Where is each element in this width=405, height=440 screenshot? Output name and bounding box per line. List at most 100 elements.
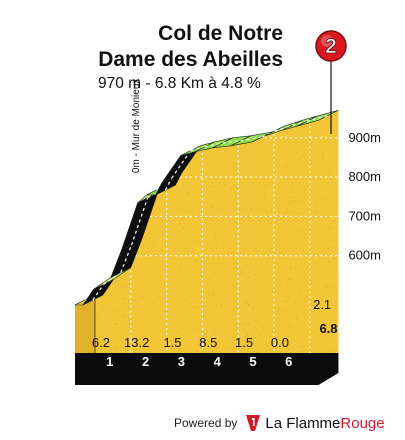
texture-dot	[317, 211, 319, 213]
texture-dot	[335, 265, 337, 267]
texture-dot	[124, 349, 126, 351]
km-gradient-label: 0.0	[271, 335, 289, 350]
texture-dot	[289, 197, 291, 199]
texture-dot	[219, 299, 221, 301]
texture-dot	[234, 313, 236, 315]
texture-dot	[202, 240, 204, 243]
texture-dot	[174, 346, 177, 348]
texture-dot	[256, 330, 258, 332]
texture-dot	[233, 166, 235, 169]
texture-dot	[230, 253, 232, 255]
texture-dot	[97, 347, 99, 349]
texture-dot	[196, 329, 198, 331]
texture-dot	[198, 210, 200, 212]
texture-dot	[181, 202, 183, 204]
texture-dot	[261, 231, 263, 233]
texture-dot	[270, 168, 272, 170]
texture-dot	[150, 224, 152, 227]
brand-name-part2: Rouge	[340, 414, 385, 432]
texture-dot	[272, 330, 274, 332]
texture-dot	[161, 233, 163, 235]
texture-dot	[250, 330, 252, 332]
texture-dot	[206, 351, 208, 353]
texture-dot	[209, 304, 211, 306]
texture-dot	[315, 244, 318, 246]
texture-dot	[222, 248, 225, 250]
texture-dot	[233, 162, 235, 164]
texture-dot	[151, 302, 153, 304]
texture-dot	[245, 323, 247, 325]
texture-dot	[210, 268, 212, 270]
texture-dot	[258, 295, 260, 297]
climb-title-line2: Dame des Abeilles	[98, 48, 283, 71]
texture-dot	[249, 156, 251, 158]
profile-side-face	[75, 295, 95, 353]
texture-dot	[229, 162, 231, 165]
texture-dot	[225, 181, 227, 183]
texture-dot	[266, 211, 268, 213]
texture-dot	[282, 218, 284, 220]
texture-dot	[205, 175, 207, 177]
texture-dot	[263, 193, 266, 195]
road-segment	[296, 110, 339, 127]
texture-dot	[124, 273, 126, 275]
texture-dot	[233, 308, 235, 310]
texture-dot	[212, 170, 214, 172]
texture-dot	[108, 311, 110, 313]
texture-dot	[163, 193, 165, 195]
texture-dot	[166, 310, 168, 312]
texture-dot	[326, 286, 329, 288]
texture-dot	[162, 253, 164, 255]
texture-dot	[259, 242, 261, 244]
texture-dot	[281, 223, 284, 225]
texture-dot	[298, 293, 300, 295]
climb-number: 2	[325, 35, 337, 58]
texture-dot	[146, 272, 148, 274]
texture-dot	[182, 227, 184, 229]
texture-dot	[327, 255, 329, 257]
texture-dot	[322, 155, 324, 157]
texture-dot	[140, 296, 143, 298]
texture-dot	[214, 341, 216, 343]
texture-dot	[261, 316, 263, 318]
texture-dot	[319, 270, 321, 272]
texture-dot	[248, 305, 250, 307]
texture-dot	[192, 248, 194, 251]
texture-dot	[137, 342, 139, 344]
texture-dot	[250, 208, 252, 210]
texture-dot	[128, 292, 130, 294]
texture-dot	[116, 280, 118, 282]
texture-dot	[268, 175, 270, 177]
texture-dot	[277, 164, 280, 166]
texture-dot	[119, 349, 121, 351]
texture-dot	[196, 240, 198, 242]
texture-dot	[214, 235, 217, 237]
texture-dot	[143, 245, 145, 247]
texture-dot	[276, 222, 278, 224]
texture-dot	[310, 160, 312, 162]
texture-dot	[211, 350, 213, 352]
km-tick-label: 1	[106, 354, 113, 369]
texture-dot	[105, 339, 107, 341]
texture-dot	[208, 151, 210, 153]
texture-dot	[334, 220, 336, 222]
texture-dot	[287, 347, 289, 349]
texture-dot	[328, 228, 330, 230]
texture-dot	[158, 348, 160, 350]
texture-dot	[124, 286, 126, 288]
texture-dot	[156, 256, 158, 258]
texture-dot	[275, 317, 277, 319]
texture-dot	[195, 204, 197, 206]
texture-dot	[196, 350, 198, 352]
texture-dot	[268, 263, 270, 265]
texture-dot	[243, 328, 245, 330]
altitude-tick-label: 600m	[348, 248, 381, 263]
texture-dot	[202, 305, 205, 307]
texture-dot	[247, 277, 250, 279]
texture-dot	[194, 306, 196, 308]
texture-dot	[291, 202, 293, 204]
texture-dot	[142, 285, 144, 287]
texture-dot	[290, 325, 292, 327]
texture-dot	[277, 193, 279, 195]
texture-dot	[208, 262, 210, 265]
